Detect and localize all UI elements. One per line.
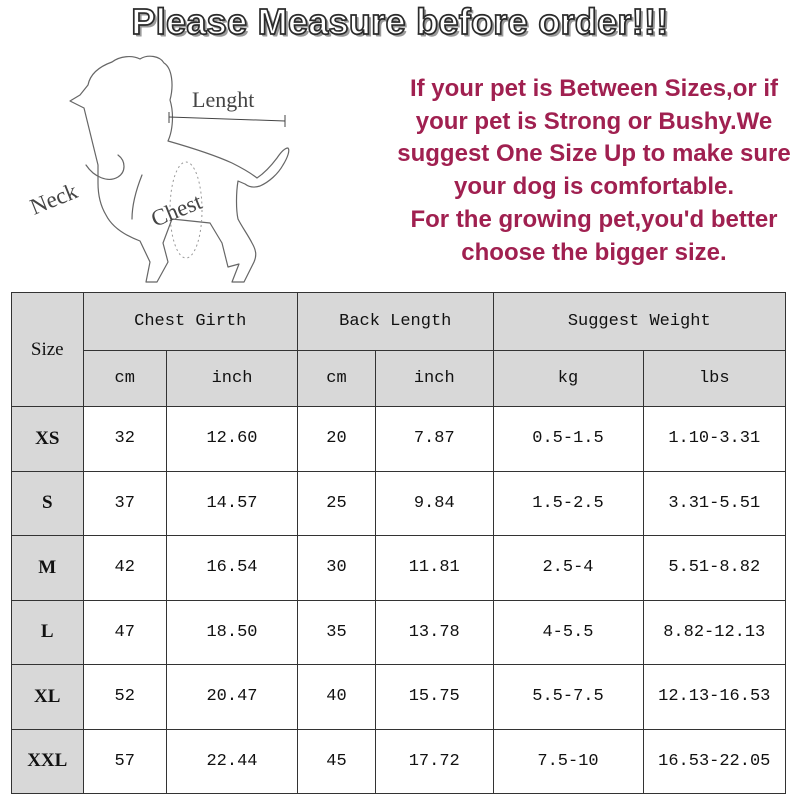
svg-text:Lenght: Lenght (192, 87, 254, 112)
svg-text:Chest: Chest (148, 189, 207, 232)
svg-text:Neck: Neck (27, 178, 82, 220)
